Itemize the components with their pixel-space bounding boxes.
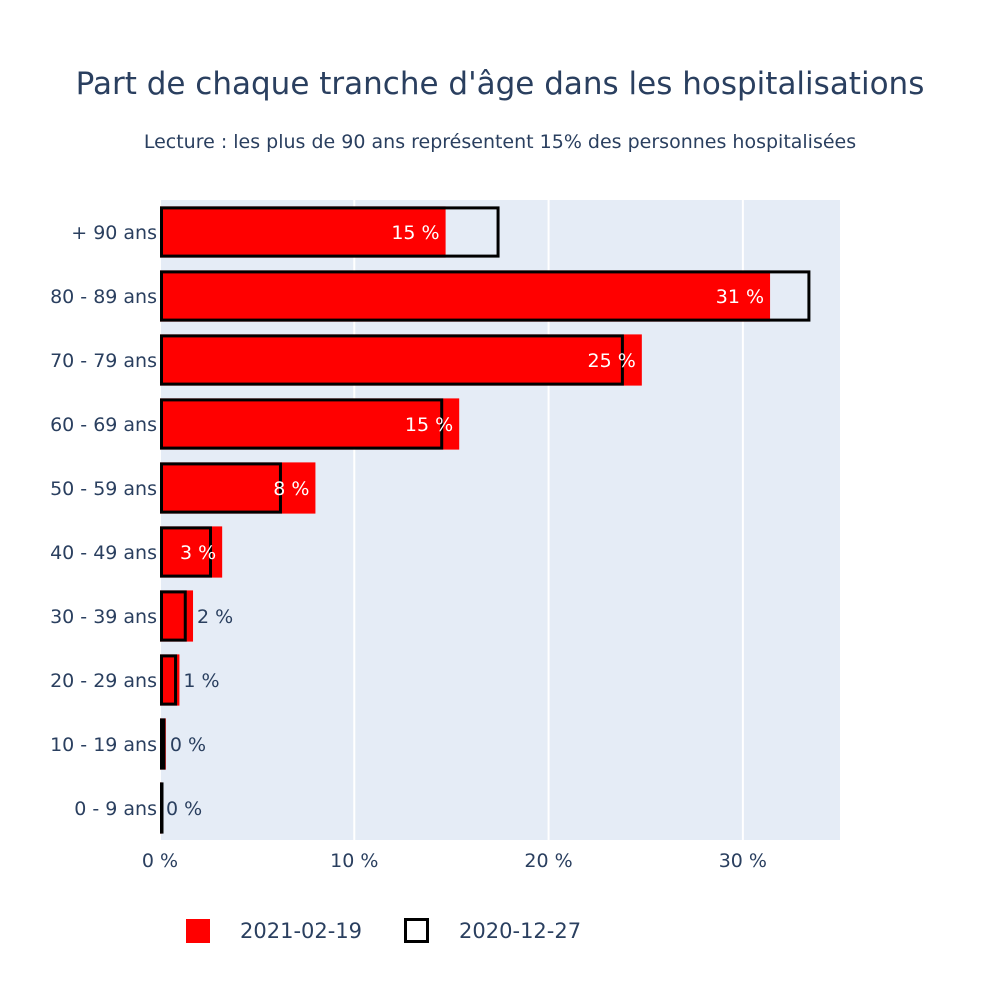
bar-outline xyxy=(160,654,178,706)
bar-outline xyxy=(160,526,213,578)
legend-swatch-outline xyxy=(404,918,430,943)
y-tick-label: + 90 ans xyxy=(71,222,157,244)
legend: 2021-02-19 2020-12-27 xyxy=(186,918,623,943)
bar-filled xyxy=(160,398,460,450)
bar-outline xyxy=(160,206,500,258)
chart-title: Part de chaque tranche d'âge dans les ho… xyxy=(75,66,925,102)
bar-filled xyxy=(160,462,316,514)
x-tick-label: 10 % xyxy=(330,850,378,872)
y-tick-label: 60 - 69 ans xyxy=(50,414,157,436)
data-labels: 15 % 31 % 25 % 15 % 8 % 3 % 2 % 1 % 0 % 0 % xyxy=(166,222,764,820)
data-label: 0 % xyxy=(170,734,206,756)
bar-outline xyxy=(160,398,444,450)
bar-filled xyxy=(160,270,771,322)
data-label: 3 % xyxy=(180,542,216,564)
legend-item-previous[interactable]: 2020-12-27 xyxy=(404,918,581,943)
data-label: 25 % xyxy=(588,350,636,372)
bar-outline xyxy=(160,590,187,642)
data-label: 1 % xyxy=(183,670,219,692)
y-tick-label: 10 - 19 ans xyxy=(50,734,157,756)
data-label: 2 % xyxy=(197,606,233,628)
data-label: 0 % xyxy=(166,798,202,820)
y-tick-label: 0 - 9 ans xyxy=(74,798,157,820)
data-label: 15 % xyxy=(391,222,439,244)
y-tick-label: 70 - 79 ans xyxy=(50,350,157,372)
y-tick-label: 30 - 39 ans xyxy=(50,606,157,628)
y-tick-label: 80 - 89 ans xyxy=(50,286,157,308)
x-tick-label: 20 % xyxy=(524,850,572,872)
bar-outline xyxy=(160,718,166,770)
y-tick-label: 40 - 49 ans xyxy=(50,542,157,564)
data-label: 8 % xyxy=(273,478,309,500)
bar-outline xyxy=(160,782,164,834)
legend-item-current[interactable]: 2021-02-19 xyxy=(186,918,363,943)
legend-label-previous: 2020-12-27 xyxy=(459,918,582,943)
legend-swatch-filled xyxy=(186,918,210,943)
bar-filled xyxy=(160,590,194,642)
y-tick-label: 50 - 59 ans xyxy=(50,478,157,500)
chart-subtitle: Lecture : les plus de 90 ans représenten… xyxy=(143,131,857,153)
bars xyxy=(160,206,771,834)
y-tick-label: 20 - 29 ans xyxy=(50,670,157,692)
x-tick-label: 30 % xyxy=(719,850,767,872)
legend-label-current: 2021-02-19 xyxy=(240,918,363,943)
bar-outline xyxy=(160,462,282,514)
data-label: 31 % xyxy=(716,286,764,308)
data-label: 15 % xyxy=(405,414,453,436)
outline-bars xyxy=(160,206,811,834)
bar-filled xyxy=(160,334,642,386)
y-axis-ticks: + 90 ans 80 - 89 ans 70 - 79 ans 60 - 69 an… xyxy=(50,222,157,820)
x-axis-ticks: 0 % 10 % 20 % 30 % xyxy=(142,850,767,872)
bar-outline xyxy=(160,334,624,386)
x-tick-label: 0 % xyxy=(142,850,178,872)
bar-filled xyxy=(160,206,446,258)
bar-outline xyxy=(160,270,811,322)
